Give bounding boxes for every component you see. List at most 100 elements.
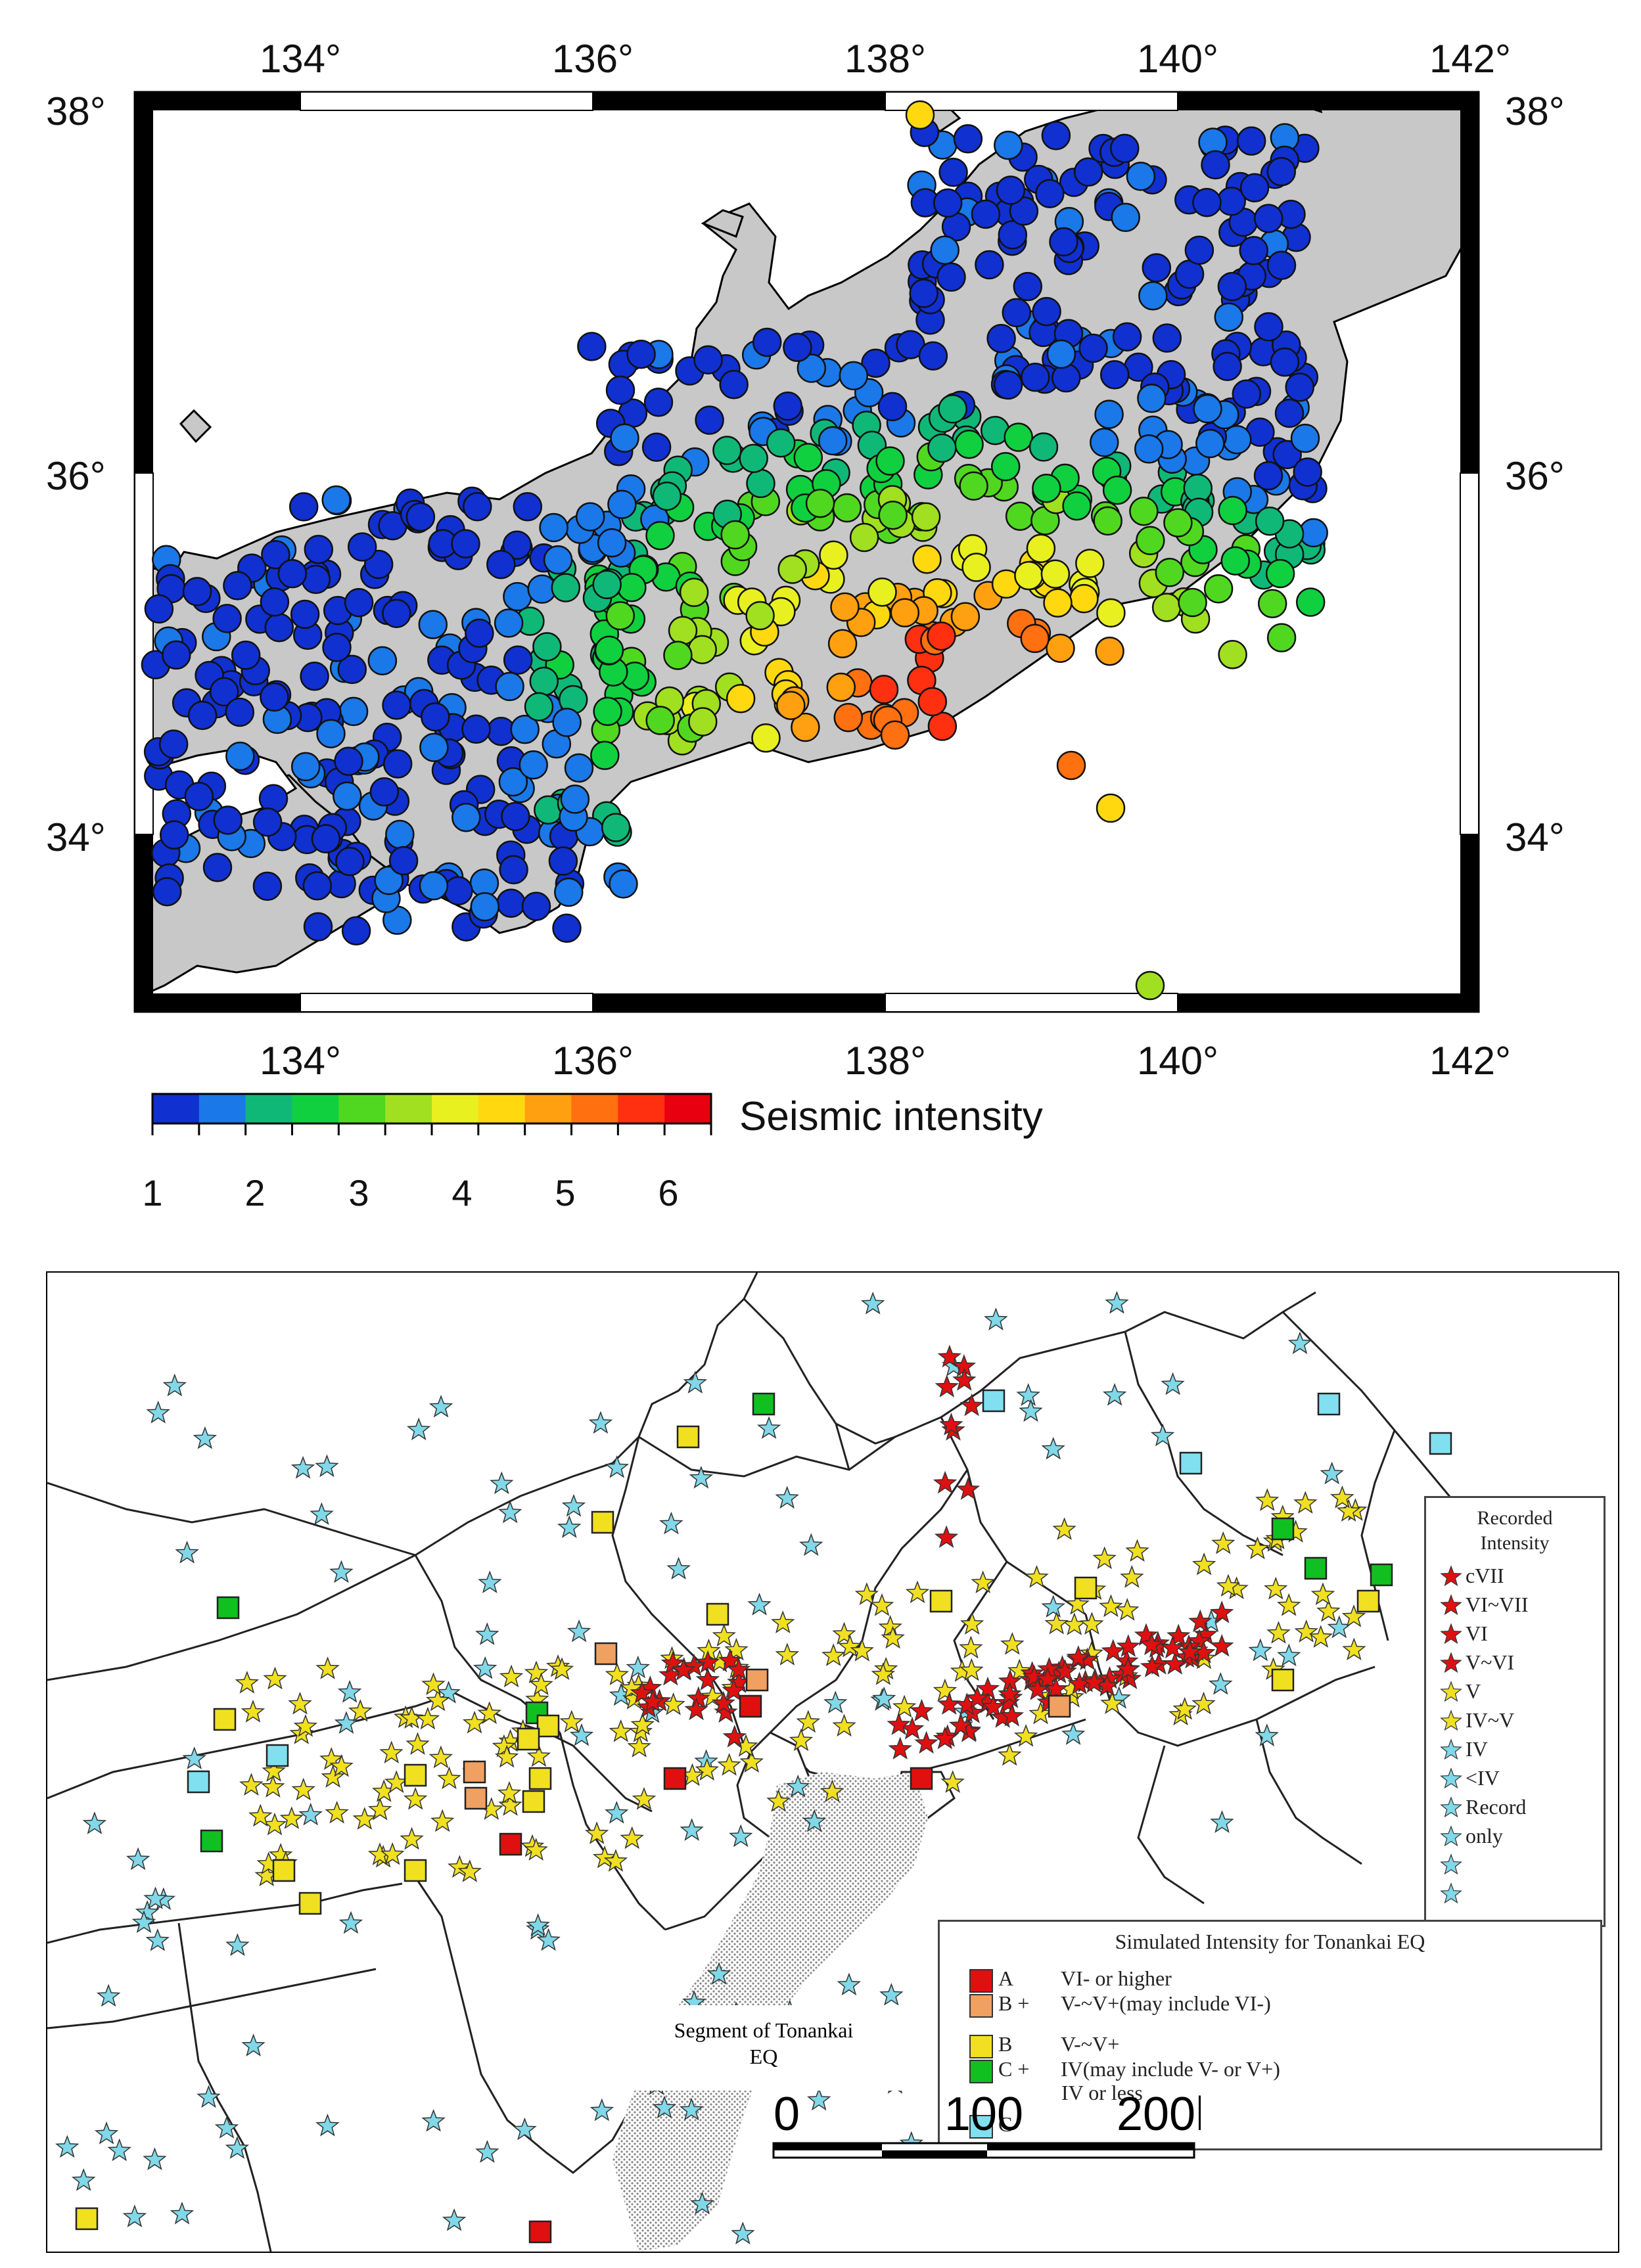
station-dot	[277, 558, 308, 589]
station-dot	[524, 692, 554, 721]
station-dot	[1213, 352, 1242, 382]
station-dot	[419, 733, 449, 762]
station-star	[724, 1637, 749, 1661]
station-dot	[552, 708, 582, 737]
station-star	[756, 1416, 781, 1440]
station-star	[406, 1417, 431, 1441]
station-dot	[1214, 302, 1244, 332]
station-dot	[374, 865, 404, 896]
station-star	[796, 1710, 821, 1733]
station-star	[175, 1540, 199, 1564]
station-star	[1245, 1536, 1270, 1560]
top-lon-tick: 140°	[1137, 37, 1218, 81]
simulated-site-square	[522, 1790, 545, 1813]
station-star	[717, 1753, 741, 1776]
station-star	[96, 1984, 121, 2007]
station-star	[934, 1525, 959, 1549]
station-star	[524, 1838, 548, 1861]
station-dot	[560, 784, 590, 814]
station-dot	[502, 530, 532, 560]
station-star	[337, 1679, 362, 1703]
station-dot	[212, 604, 242, 633]
station-star	[1330, 1485, 1354, 1508]
station-dot	[607, 489, 637, 520]
star-icon	[1440, 1709, 1462, 1731]
station-dot	[418, 610, 448, 639]
station-star	[170, 2201, 195, 2225]
station-dot	[1026, 533, 1056, 564]
station-dot	[1014, 560, 1044, 591]
station-star	[605, 1455, 629, 1478]
station-dot	[971, 199, 1001, 229]
legend-swatch	[969, 1968, 993, 1993]
station-star	[948, 1713, 973, 1736]
station-dot	[1004, 422, 1033, 452]
station-star	[400, 1706, 424, 1729]
station-dot	[451, 529, 480, 558]
station-dot	[751, 723, 781, 753]
station-dot	[1220, 546, 1251, 576]
simulated-site-square	[1179, 1451, 1203, 1475]
station-star	[1101, 1639, 1126, 1662]
station-star	[718, 1648, 743, 1671]
prefecture-boundaries	[47, 1273, 1462, 2252]
station-star	[477, 1701, 501, 1725]
station-star	[325, 1800, 349, 1824]
station-star	[559, 1710, 584, 1733]
station-dot	[316, 719, 346, 748]
station-star	[695, 1667, 720, 1690]
station-star	[279, 1806, 304, 1829]
station-star	[1080, 1612, 1104, 1635]
station-star	[888, 1736, 912, 1760]
station-star	[695, 1758, 719, 1781]
top-lon-tick: 136°	[552, 37, 634, 81]
colorbar-label: Seismic intensity	[739, 1094, 1043, 1139]
legend-swatch	[969, 2034, 993, 2058]
station-dot	[1236, 126, 1266, 156]
station-star	[262, 1812, 287, 1836]
legend-title: Intensity	[1480, 1532, 1550, 1554]
legend-label: cVII	[1466, 1564, 1504, 1587]
station-dot	[1096, 598, 1126, 628]
station-star	[1216, 1574, 1241, 1597]
station-dot	[1266, 623, 1297, 652]
station-star	[569, 1723, 594, 1746]
station-dot	[182, 577, 212, 606]
station-star	[935, 1374, 959, 1397]
simulated-site-square	[982, 1389, 1005, 1413]
legend-item-c: C	[969, 2112, 1012, 2139]
station-dot	[1046, 633, 1075, 663]
station-star	[998, 1742, 1022, 1766]
legend-desc: IV(may include V- or V+)	[1061, 2057, 1280, 2081]
station-dot	[1096, 793, 1126, 823]
top-lon-tick: 134°	[260, 37, 341, 81]
tick-labels: 134° 136° 138° 140° 142° 134° 136° 138° …	[46, 37, 1565, 1083]
station-dot	[144, 594, 174, 624]
station-star	[334, 1711, 359, 1734]
station-star	[1062, 1612, 1087, 1635]
station-star	[478, 1570, 502, 1593]
simulated-site-square	[676, 1425, 700, 1449]
station-dot	[152, 876, 182, 907]
station-star	[94, 2121, 119, 2144]
station-star	[871, 1686, 896, 1710]
station-dot	[918, 341, 948, 371]
station-dot	[209, 677, 239, 707]
station-dot	[1032, 473, 1061, 503]
station-star	[652, 2095, 677, 2119]
station-star	[879, 1983, 904, 2006]
colorbar-tick: 2	[244, 1172, 265, 1213]
station-dot	[679, 578, 709, 607]
station-dot	[162, 640, 191, 670]
station-star	[196, 2085, 221, 2108]
legend-item: VI~VII	[1439, 1593, 1529, 1617]
station-dot	[1274, 398, 1305, 428]
station-dot	[1095, 636, 1124, 666]
station-star	[1248, 1638, 1272, 1662]
station-dot	[961, 553, 991, 582]
station-star	[1191, 1552, 1216, 1576]
station-dot	[1052, 363, 1081, 393]
station-star	[298, 1802, 323, 1826]
station-star	[1007, 1658, 1032, 1682]
station-star	[1294, 1620, 1318, 1643]
